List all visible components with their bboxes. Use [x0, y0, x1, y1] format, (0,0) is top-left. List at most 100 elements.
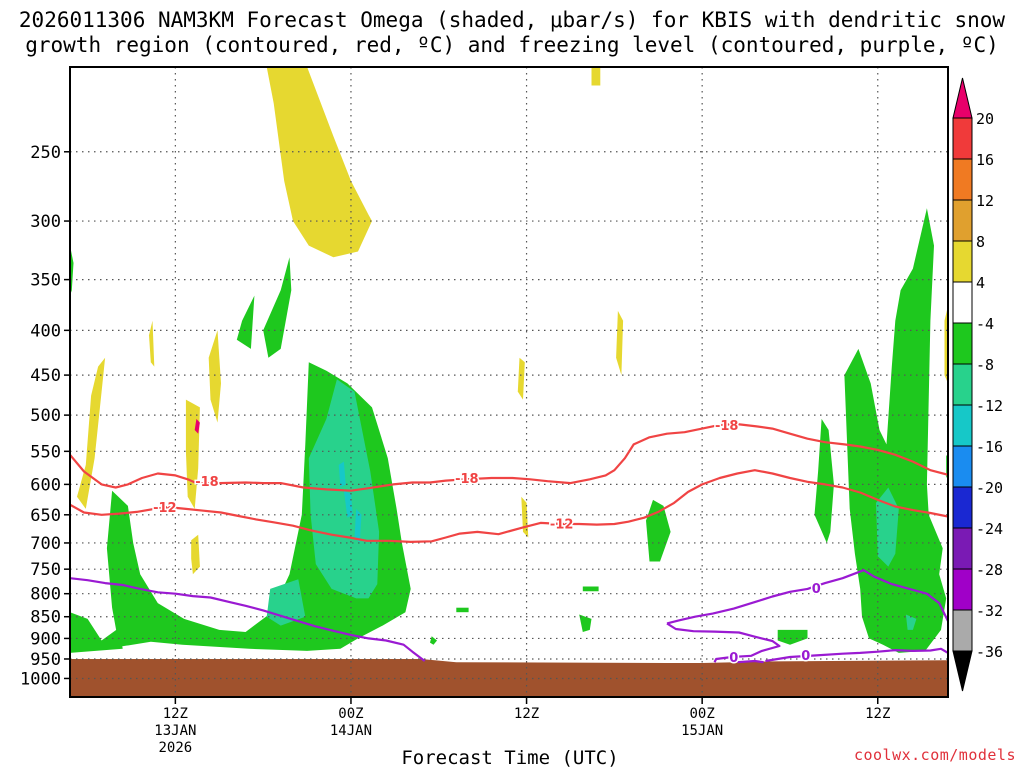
colorbar-label-5: -4: [976, 315, 994, 333]
omega-region-20: [343, 490, 353, 518]
y-tick-label-0: 250: [30, 143, 61, 163]
omega-region-9: [430, 636, 437, 645]
colorbar-swatch-12: [952, 609, 973, 652]
dendritic-contour-1: [70, 469, 948, 543]
x-tick-label-0-0: 12Z: [163, 706, 188, 722]
contour-label-1: -18: [455, 472, 479, 487]
contour-label-5: 0: [812, 582, 821, 597]
colorbar-label-0: 20: [976, 110, 994, 128]
colorbar-label-11: -28: [976, 561, 1003, 579]
contour-label-3: -12: [153, 501, 177, 516]
contour-label-6: 0: [729, 651, 738, 666]
colorbar-arrow-top: [952, 77, 973, 119]
omega-region-17: [876, 487, 899, 567]
omega-region-5: [844, 208, 947, 653]
colorbar-label-6: -8: [976, 356, 994, 374]
omega-region-26: [191, 534, 200, 575]
contour-label-0: -18: [195, 475, 219, 490]
omega-region-13: [777, 629, 808, 645]
omega-region-10: [579, 614, 592, 632]
y-tick-label-5: 500: [30, 406, 61, 426]
freezing-level-contour-5: [765, 647, 948, 663]
x-tick-label-3-0: 00Z: [690, 706, 715, 722]
site-credit: coolwx.com/models: [853, 746, 1016, 764]
colorbar-swatch-2: [952, 199, 973, 242]
colorbar-swatch-10: [952, 527, 973, 570]
colorbar-swatch-7: [952, 404, 973, 447]
y-tick-label-7: 600: [30, 475, 61, 495]
x-axis-title: Forecast Time (UTC): [401, 747, 619, 769]
y-tick-label-8: 650: [30, 506, 61, 526]
y-tick-label-1: 300: [30, 212, 61, 232]
y-tick-label-9: 700: [30, 534, 61, 554]
omega-region-15: [308, 379, 380, 599]
colorbar-swatch-9: [952, 486, 973, 529]
y-tick-label-2: 350: [30, 271, 61, 291]
y-tick-label-14: 950: [30, 650, 61, 670]
omega-region-23: [77, 357, 106, 509]
chart-title-line2: growth region (contoured, red, ºC) and f…: [25, 33, 999, 57]
x-tick-label-4-0: 12Z: [865, 706, 890, 722]
colorbar-label-8: -16: [976, 438, 1003, 456]
omega-region-12: [456, 607, 469, 613]
x-tick-label-3-1: 15JAN: [681, 723, 723, 739]
x-tick-label-1-1: 14JAN: [330, 723, 372, 739]
omega-region-19: [338, 461, 346, 488]
freezing-level-contour-2: [70, 577, 426, 662]
colorbar-label-2: 12: [976, 192, 994, 210]
contour-label-7: 0: [801, 649, 810, 664]
colorbar-label-12: -32: [976, 602, 1003, 620]
chart-title-line1: 2026011306 NAM3KM Forecast Omega (shaded…: [18, 8, 1006, 32]
plot-background: [70, 67, 948, 697]
omega-region-14: [78, 634, 102, 645]
colorbar-swatch-0: [952, 117, 973, 160]
colorbar-swatch-11: [952, 568, 973, 611]
x-tick-label-1-0: 00Z: [338, 706, 363, 722]
y-tick-label-15: 1000: [20, 669, 61, 689]
omega-region-28: [517, 357, 525, 400]
x-tick-label-0-1: 13JAN: [154, 723, 196, 739]
y-tick-label-11: 800: [30, 585, 61, 605]
omega-region-18: [905, 614, 917, 630]
colorbar-swatch-6: [952, 363, 973, 406]
plot-frame: [69, 66, 949, 698]
colorbar-label-10: -24: [976, 520, 1003, 538]
colorbar-label-9: -20: [976, 479, 1003, 497]
contour-label-2: -18: [715, 419, 739, 434]
omega-region-30: [616, 310, 624, 376]
y-tick-label-4: 450: [30, 366, 61, 386]
omega-region-31: [591, 67, 601, 86]
omega-region-6: [814, 418, 834, 543]
y-tick-label-13: 900: [30, 629, 61, 649]
colorbar-label-13: -36: [976, 643, 1003, 661]
y-tick-label-3: 400: [30, 321, 61, 341]
omega-region-24: [208, 330, 221, 423]
x-tick-label-2-0: 12Z: [514, 706, 539, 722]
omega-region-2: [236, 295, 255, 349]
dendritic-contour-0: [70, 423, 948, 492]
colorbar-swatch-8: [952, 445, 973, 488]
colorbar-label-4: 4: [976, 274, 985, 292]
omega-region-22: [266, 67, 372, 258]
omega-region-27: [149, 320, 155, 367]
colorbar-label-7: -12: [976, 397, 1003, 415]
freezing-level-contour-4: [666, 622, 781, 663]
x-tick-label-0-2: 2026: [159, 740, 193, 756]
y-tick-label-12: 850: [30, 608, 61, 628]
colorbar-swatch-5: [952, 322, 973, 365]
colorbar-swatch-3: [952, 240, 973, 283]
colorbar-arrow-bottom: [952, 650, 973, 692]
colorbar-label-1: 16: [976, 151, 994, 169]
colorbar-swatch-1: [952, 158, 973, 201]
omega-region-3: [263, 257, 292, 358]
y-tick-label-10: 750: [30, 560, 61, 580]
freezing-level-contour-6: [737, 659, 764, 664]
omega-region-21: [354, 508, 362, 543]
plot-area: -18 -18 -18 -12 -12 0 0 0: [70, 67, 948, 697]
colorbar: 20 16 12 8 4 -4 -8 -12 -16 -20 -24 -28 -32 -36: [952, 77, 1003, 692]
colorbar-swatch-4: [952, 281, 973, 324]
colorbar-label-3: 8: [976, 233, 985, 251]
freezing-level-contour-3: [666, 569, 948, 625]
omega-region-33: [194, 418, 200, 434]
